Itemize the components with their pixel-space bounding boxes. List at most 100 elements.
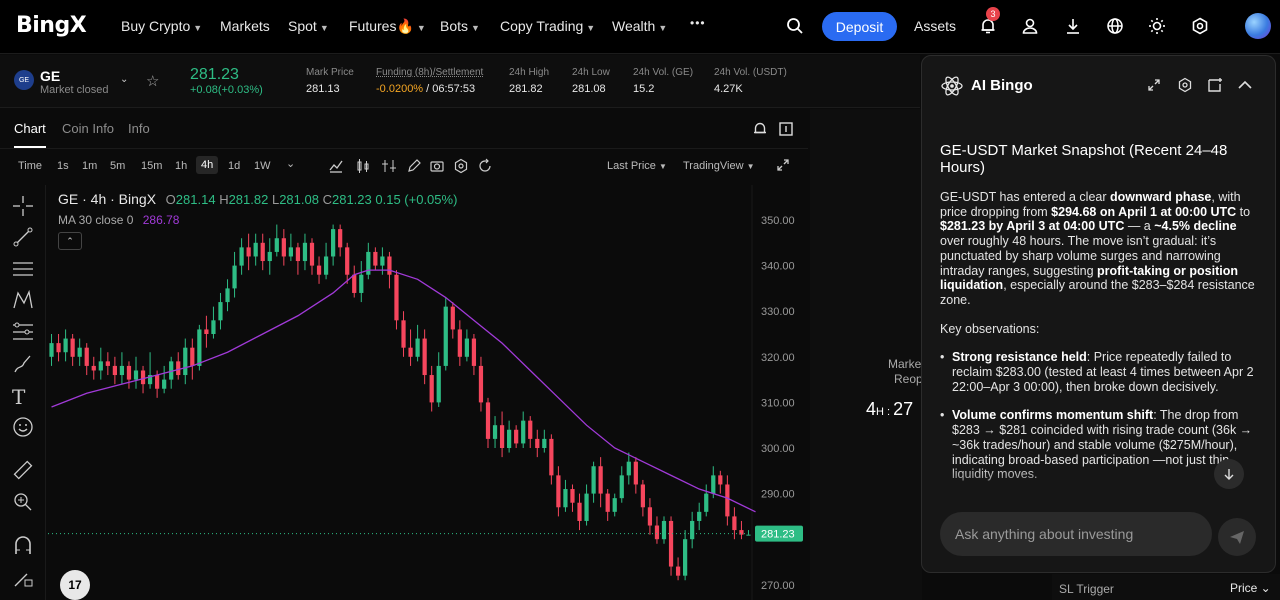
- tf-1w[interactable]: 1W: [254, 160, 271, 172]
- candle-body: [478, 365, 484, 403]
- funding-label[interactable]: Funding (8h)/Settlement: [376, 67, 484, 78]
- tab-chart[interactable]: Chart: [14, 121, 46, 148]
- chart-settings-icon[interactable]: [453, 158, 469, 179]
- candle-body: [133, 370, 139, 380]
- y-tick-label: 300.00: [761, 443, 795, 455]
- alert-bell-icon[interactable]: [752, 121, 768, 142]
- mark-price-value: 281.13: [306, 83, 340, 95]
- assets-link[interactable]: Assets: [914, 18, 957, 34]
- emoji-icon[interactable]: [12, 416, 34, 438]
- deposit-button[interactable]: Deposit: [822, 12, 897, 41]
- text-tool-icon[interactable]: T: [12, 385, 26, 409]
- brush-icon[interactable]: [12, 353, 34, 375]
- collapse-chevron-icon[interactable]: [1237, 78, 1253, 97]
- camera-icon[interactable]: [429, 158, 445, 179]
- tf-1h[interactable]: 1h: [175, 160, 188, 172]
- price-type-select[interactable]: Last Price ▼: [607, 160, 667, 172]
- candle-body: [323, 256, 329, 275]
- settings-icon[interactable]: [1189, 15, 1211, 37]
- nav-spot[interactable]: Spot ▼: [288, 18, 329, 34]
- new-chat-icon[interactable]: [1207, 77, 1223, 98]
- candle-body: [633, 461, 638, 485]
- zoom-in-icon[interactable]: [12, 491, 34, 513]
- more-menu-button[interactable]: •••: [690, 16, 706, 30]
- candle-body: [436, 365, 441, 403]
- candle-body: [84, 347, 89, 366]
- tab-info[interactable]: Info: [128, 121, 150, 136]
- candlestick-chart[interactable]: 350.00 340.00 330.00 320.00 310.00 300.00 290.…: [0, 185, 808, 600]
- candle-body: [338, 229, 343, 248]
- send-button[interactable]: [1218, 518, 1256, 556]
- candle-type-icon[interactable]: [355, 158, 371, 179]
- nav-futures[interactable]: Futures🔥 ▼: [349, 18, 426, 34]
- candle-body: [746, 534, 751, 536]
- tf-time[interactable]: Time: [18, 160, 43, 172]
- candle-body: [387, 256, 392, 275]
- horizontal-lines-icon[interactable]: [12, 258, 34, 280]
- indicators-icon[interactable]: [328, 158, 344, 179]
- panel-toggle-icon[interactable]: [778, 121, 794, 142]
- ma-legend: MA 30 close 0 286.78: [58, 213, 180, 227]
- emphasis-text: Strong resistance held: [952, 350, 1087, 365]
- sl-price-select[interactable]: Price ⌄: [1230, 581, 1271, 595]
- mark-price-label: Mark Price: [306, 67, 354, 78]
- ask-input[interactable]: [940, 512, 1212, 556]
- market-status: Market closed: [40, 84, 109, 96]
- nav-bots[interactable]: Bots ▼: [440, 18, 480, 34]
- download-icon[interactable]: [1062, 15, 1084, 37]
- observations-list: Strong resistance held: Price repeatedly…: [940, 350, 1262, 482]
- expand-icon[interactable]: [1147, 78, 1161, 97]
- tf-1s[interactable]: 1s: [57, 160, 69, 172]
- sun-icon[interactable]: [1146, 15, 1168, 37]
- candle-body: [683, 539, 688, 576]
- candle-body: [246, 247, 251, 257]
- candle-body: [147, 375, 153, 385]
- tf-4h[interactable]: 4h: [196, 156, 219, 174]
- tf-1d[interactable]: 1d: [228, 160, 241, 172]
- fullscreen-icon[interactable]: [776, 158, 790, 177]
- avatar[interactable]: [1245, 13, 1271, 39]
- tab-coin-info[interactable]: Coin Info: [62, 121, 115, 136]
- ai-settings-icon[interactable]: [1177, 77, 1193, 98]
- emphasis-text: $281.23 by April 3 at 04:00 UTC: [940, 219, 1125, 234]
- crosshair-icon[interactable]: [12, 195, 34, 217]
- edit-icon[interactable]: [406, 158, 422, 179]
- candle-body: [309, 242, 315, 266]
- nav-buy-crypto[interactable]: Buy Crypto ▼: [121, 18, 203, 34]
- user-icon[interactable]: [1019, 15, 1041, 37]
- tf-15m[interactable]: 15m: [141, 160, 163, 172]
- chevron-down-icon: ▼: [586, 23, 596, 33]
- low-24h-label: 24h Low: [572, 67, 610, 78]
- fib-icon[interactable]: [12, 321, 34, 343]
- candle-body: [56, 343, 61, 353]
- favorite-star-icon[interactable]: ☆: [146, 73, 160, 90]
- candle-body: [612, 498, 617, 512]
- bingx-logo[interactable]: BingX: [16, 13, 87, 38]
- search-icon[interactable]: [784, 15, 806, 37]
- compare-icon[interactable]: [381, 158, 397, 179]
- scroll-down-button[interactable]: [1214, 459, 1244, 489]
- pattern-icon[interactable]: [12, 289, 34, 311]
- candle-body: [232, 265, 237, 289]
- magnet-icon[interactable]: [12, 535, 34, 557]
- nav-wealth[interactable]: Wealth ▼: [612, 18, 668, 34]
- trend-line-icon[interactable]: [12, 226, 34, 248]
- tf-1m[interactable]: 1m: [82, 160, 98, 172]
- lock-drawing-icon[interactable]: [12, 567, 34, 589]
- y-tick-label: 310.00: [761, 397, 795, 409]
- nav-markets[interactable]: Markets: [220, 18, 270, 34]
- candle-body: [471, 338, 477, 366]
- ruler-icon[interactable]: [12, 459, 34, 481]
- symbol-dropdown-chevron-icon[interactable]: ⌄: [120, 74, 129, 85]
- globe-icon[interactable]: [1104, 15, 1126, 37]
- candle-body: [570, 489, 575, 503]
- view-type-select[interactable]: TradingView ▼: [683, 160, 755, 172]
- collapse-legend-button[interactable]: ⌃: [58, 232, 82, 250]
- symbol-name[interactable]: GE: [40, 68, 61, 84]
- nav-copy-trading[interactable]: Copy Trading ▼: [500, 18, 596, 34]
- tf-5m[interactable]: 5m: [110, 160, 126, 172]
- tf-more-chevron-icon[interactable]: ⌄: [286, 158, 296, 170]
- tradingview-logo[interactable]: 17: [60, 570, 90, 600]
- candle-body: [295, 247, 301, 262]
- reset-icon[interactable]: [477, 158, 493, 179]
